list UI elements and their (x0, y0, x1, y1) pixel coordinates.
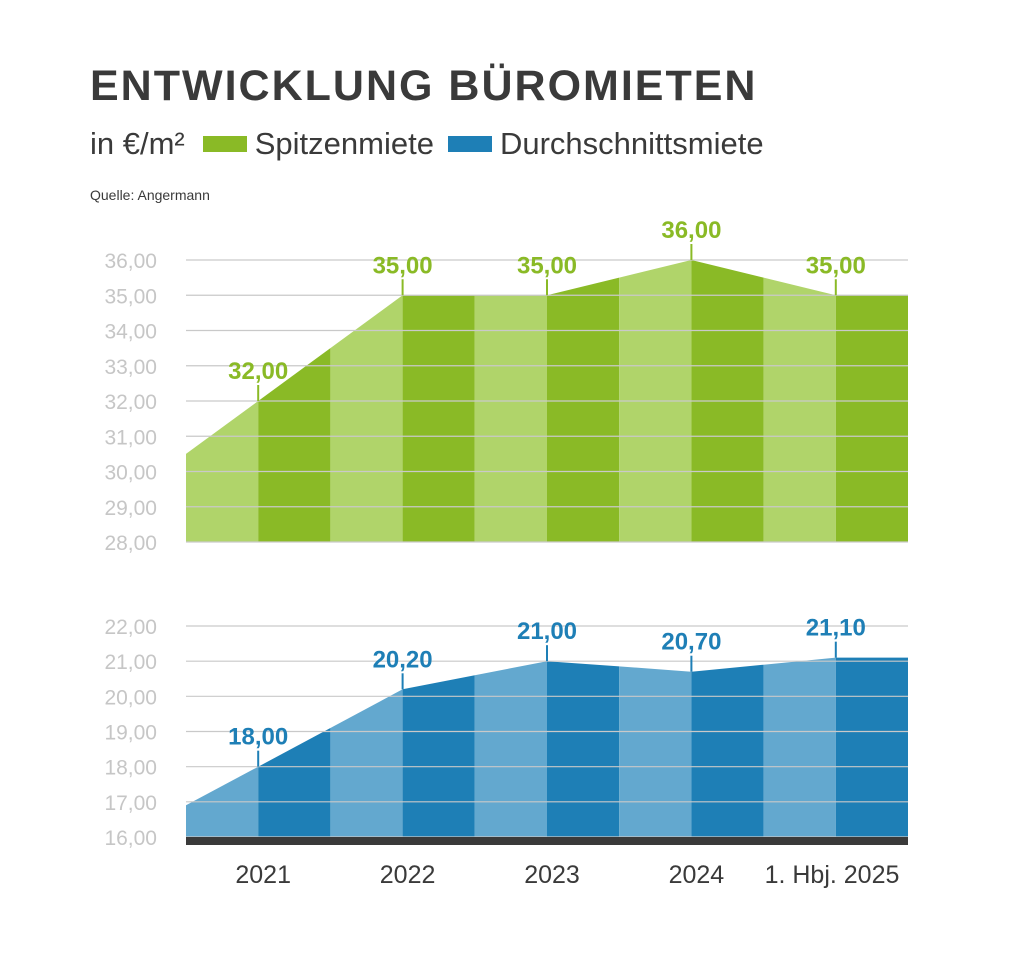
legend-swatch-spitzenmiete (202, 136, 247, 152)
data-label-durchschnittsmiete-2022: 20,20 (373, 646, 433, 673)
y-tick-spitzenmiete-3200: 32,00 (104, 391, 157, 414)
data-label-spitzenmiete-2022: 35,00 (373, 252, 433, 279)
legend-label-spitzenmiete: Spitzenmiete (254, 126, 434, 161)
y-tick-durchschnittsmiete-1600: 16,00 (104, 827, 157, 850)
data-label-spitzenmiete-2021: 32,00 (228, 358, 288, 385)
area-strip-spitzenmiete (402, 295, 475, 542)
y-tick-spitzenmiete-3300: 33,00 (104, 356, 157, 379)
y-tick-spitzenmiete-3000: 30,00 (104, 462, 157, 485)
unit-label: in €/m² (90, 126, 185, 161)
area-strip-spitzenmiete (330, 295, 403, 542)
x-tick-2023: 2023 (524, 861, 580, 889)
x-axis-line (186, 837, 908, 845)
area-strip-durchschnittsmiete (402, 675, 475, 837)
y-tick-spitzenmiete-2800: 28,00 (104, 532, 157, 555)
x-tick-2022: 2022 (380, 861, 436, 889)
data-label-durchschnittsmiete-1Hbj2025: 21,10 (806, 615, 866, 642)
legend-label-durchschnittsmiete: Durchschnittsmiete (499, 126, 764, 161)
y-tick-durchschnittsmiete-1700: 17,00 (104, 792, 157, 815)
legend: in €/m² Spitzenmiete Durchschnittsmiete (90, 126, 778, 162)
y-tick-durchschnittsmiete-2000: 20,00 (104, 686, 157, 709)
y-tick-spitzenmiete-3500: 35,00 (104, 285, 157, 308)
legend-item-spitzenmiete: Spitzenmiete (202, 126, 434, 162)
data-label-spitzenmiete-1Hbj2025: 35,00 (806, 252, 866, 279)
area-strip-durchschnittsmiete (330, 689, 403, 837)
x-tick-2024: 2024 (669, 861, 725, 889)
x-tick-1Hbj2025: 1. Hbj. 2025 (765, 861, 900, 889)
y-tick-spitzenmiete-2900: 29,00 (104, 497, 157, 520)
area-strip-durchschnittsmiete (691, 664, 764, 837)
legend-swatch-durchschnittsmiete (447, 136, 492, 152)
x-tick-2021: 2021 (235, 861, 291, 889)
data-label-durchschnittsmiete-2024: 20,70 (661, 629, 721, 656)
area-strip-spitzenmiete (835, 295, 908, 542)
y-tick-spitzenmiete-3100: 31,00 (104, 426, 157, 449)
area-strip-durchschnittsmiete (619, 666, 692, 837)
source-note: Quelle: Angermann (90, 187, 210, 203)
legend-item-durchschnittsmiete: Durchschnittsmiete (447, 126, 764, 162)
data-label-spitzenmiete-2023: 35,00 (517, 252, 577, 279)
y-tick-spitzenmiete-3400: 34,00 (104, 321, 157, 344)
chart-title: ENTWICKLUNG BÜROMIETEN (90, 62, 758, 110)
data-label-durchschnittsmiete-2023: 21,00 (517, 618, 577, 645)
area-strip-spitzenmiete (547, 277, 620, 542)
y-tick-durchschnittsmiete-1900: 19,00 (104, 722, 157, 745)
area-strip-durchschnittsmiete (258, 728, 331, 837)
area-strip-durchschnittsmiete (474, 661, 547, 837)
data-label-durchschnittsmiete-2021: 18,00 (228, 724, 288, 751)
y-tick-spitzenmiete-3600: 36,00 (104, 250, 157, 273)
area-strip-durchschnittsmiete (763, 657, 836, 837)
area-strip-spitzenmiete (763, 277, 836, 542)
area-strip-spitzenmiete (258, 348, 331, 542)
y-tick-durchschnittsmiete-2200: 22,00 (104, 616, 157, 639)
area-strip-durchschnittsmiete (835, 657, 908, 837)
y-tick-durchschnittsmiete-1800: 18,00 (104, 757, 157, 780)
data-label-spitzenmiete-2024: 36,00 (661, 217, 721, 244)
area-strip-durchschnittsmiete (547, 661, 620, 837)
area-strip-spitzenmiete (474, 295, 547, 542)
y-tick-durchschnittsmiete-2100: 21,00 (104, 651, 157, 674)
